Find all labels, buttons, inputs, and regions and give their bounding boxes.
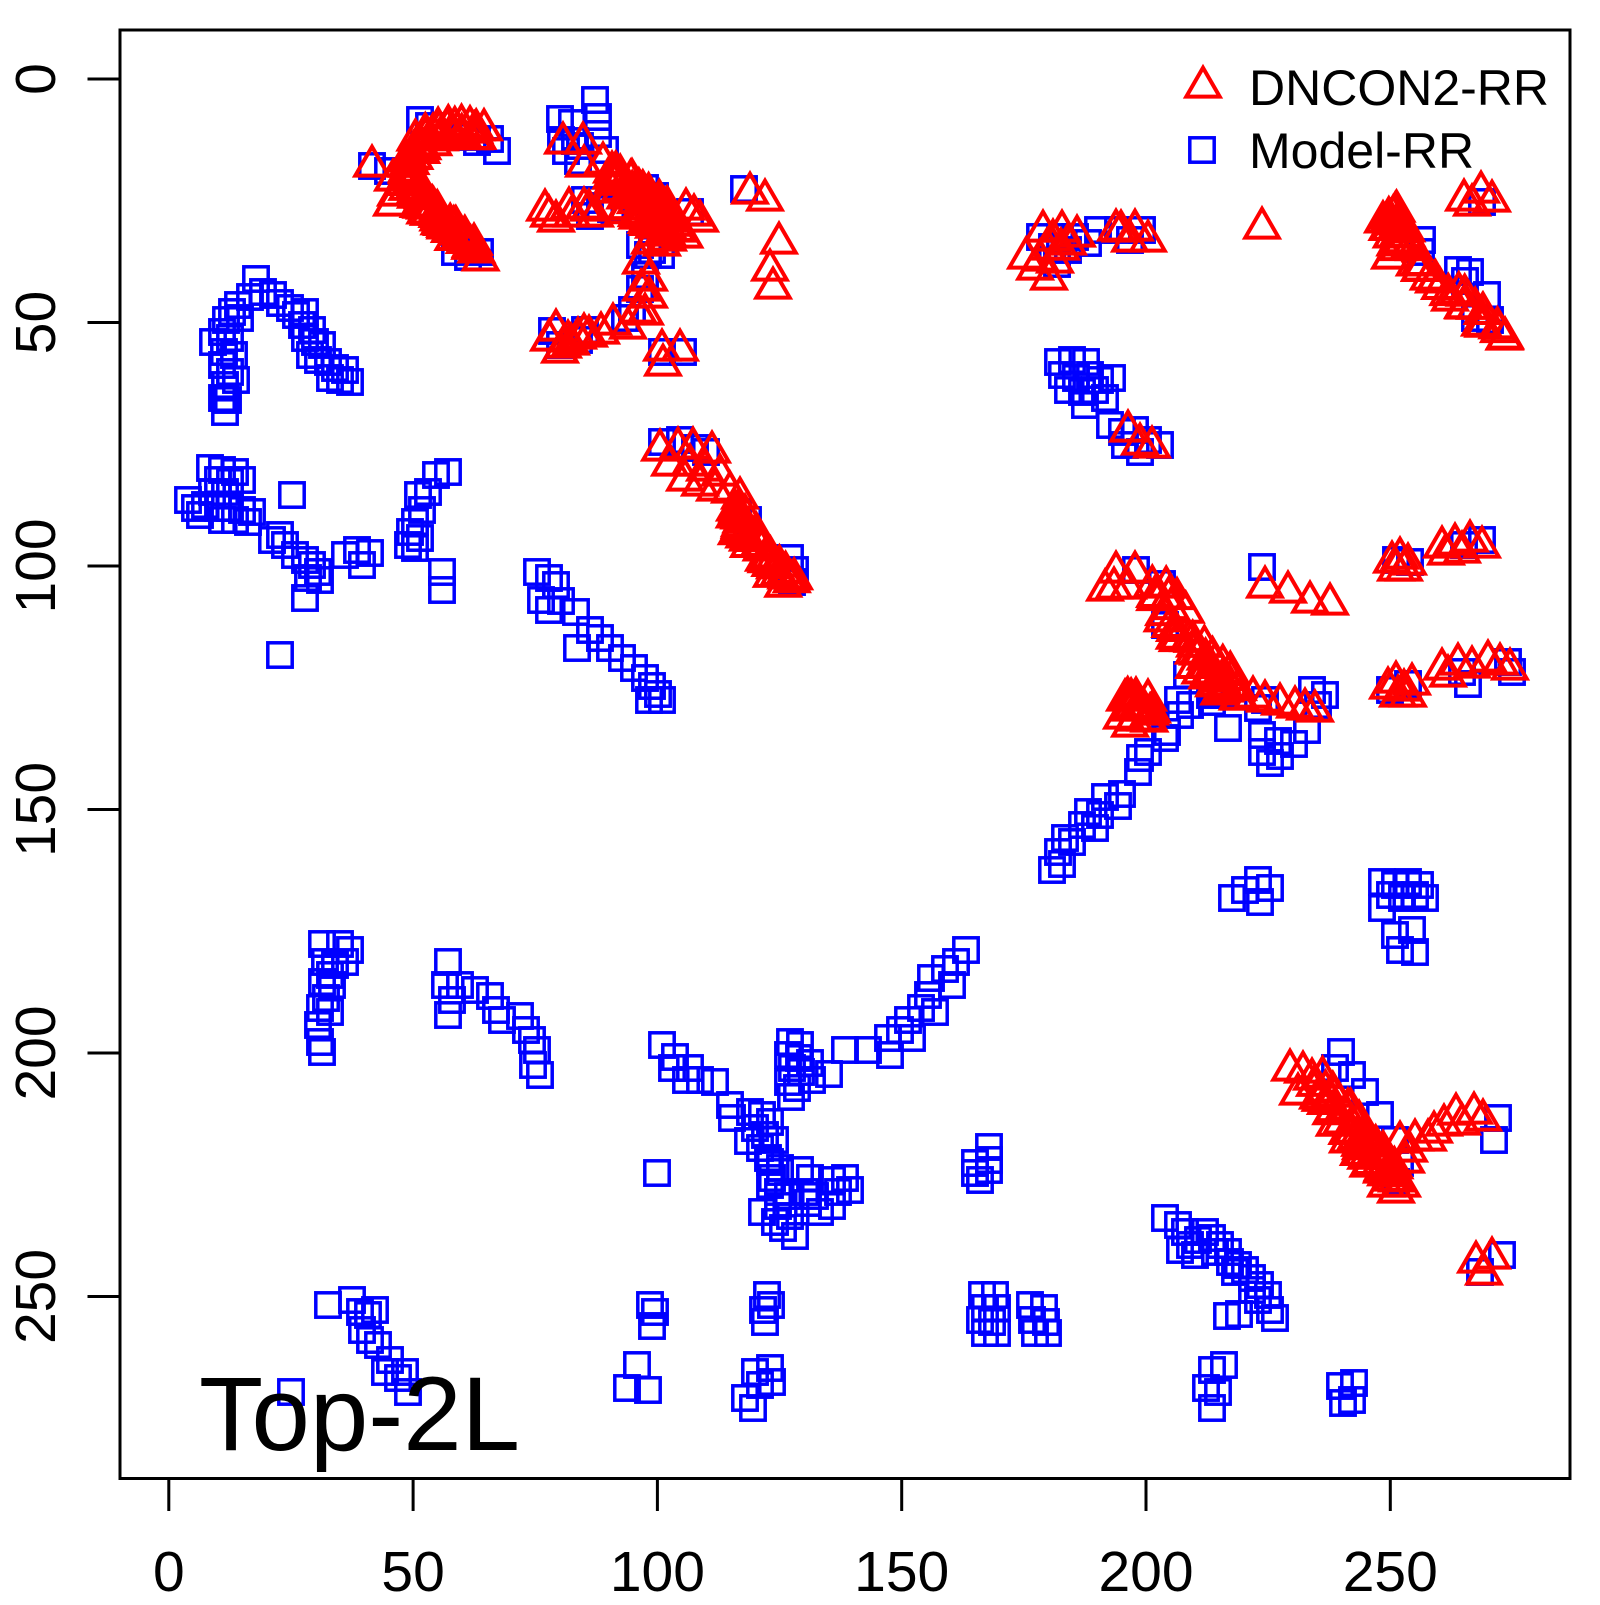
svg-text:250: 250 (1343, 1540, 1438, 1600)
svg-text:150: 150 (854, 1540, 949, 1600)
svg-text:0: 0 (153, 1540, 185, 1600)
svg-text:Top-2L: Top-2L (199, 1356, 520, 1473)
svg-text:0: 0 (4, 63, 68, 95)
svg-text:DNCON2-RR: DNCON2-RR (1249, 60, 1549, 116)
svg-text:100: 100 (4, 518, 68, 613)
svg-text:Model-RR: Model-RR (1249, 123, 1474, 179)
svg-text:50: 50 (4, 291, 68, 354)
svg-text:50: 50 (381, 1540, 444, 1600)
svg-text:200: 200 (4, 1005, 68, 1100)
svg-text:150: 150 (4, 762, 68, 857)
svg-text:250: 250 (4, 1249, 68, 1344)
svg-text:200: 200 (1098, 1540, 1193, 1600)
svg-text:100: 100 (610, 1540, 705, 1600)
